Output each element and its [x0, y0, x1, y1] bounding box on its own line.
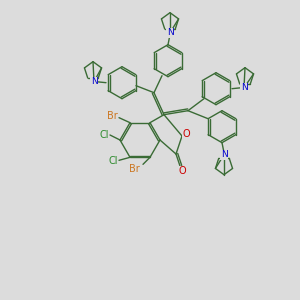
Text: Cl: Cl	[108, 156, 118, 166]
Text: O: O	[178, 166, 186, 176]
Text: N: N	[220, 150, 227, 159]
Text: N: N	[167, 28, 173, 37]
Text: Cl: Cl	[99, 130, 109, 140]
Text: Br: Br	[129, 164, 140, 174]
Text: O: O	[182, 129, 190, 139]
Text: N: N	[91, 77, 98, 86]
Text: N: N	[241, 83, 248, 92]
Text: Br: Br	[106, 111, 117, 121]
